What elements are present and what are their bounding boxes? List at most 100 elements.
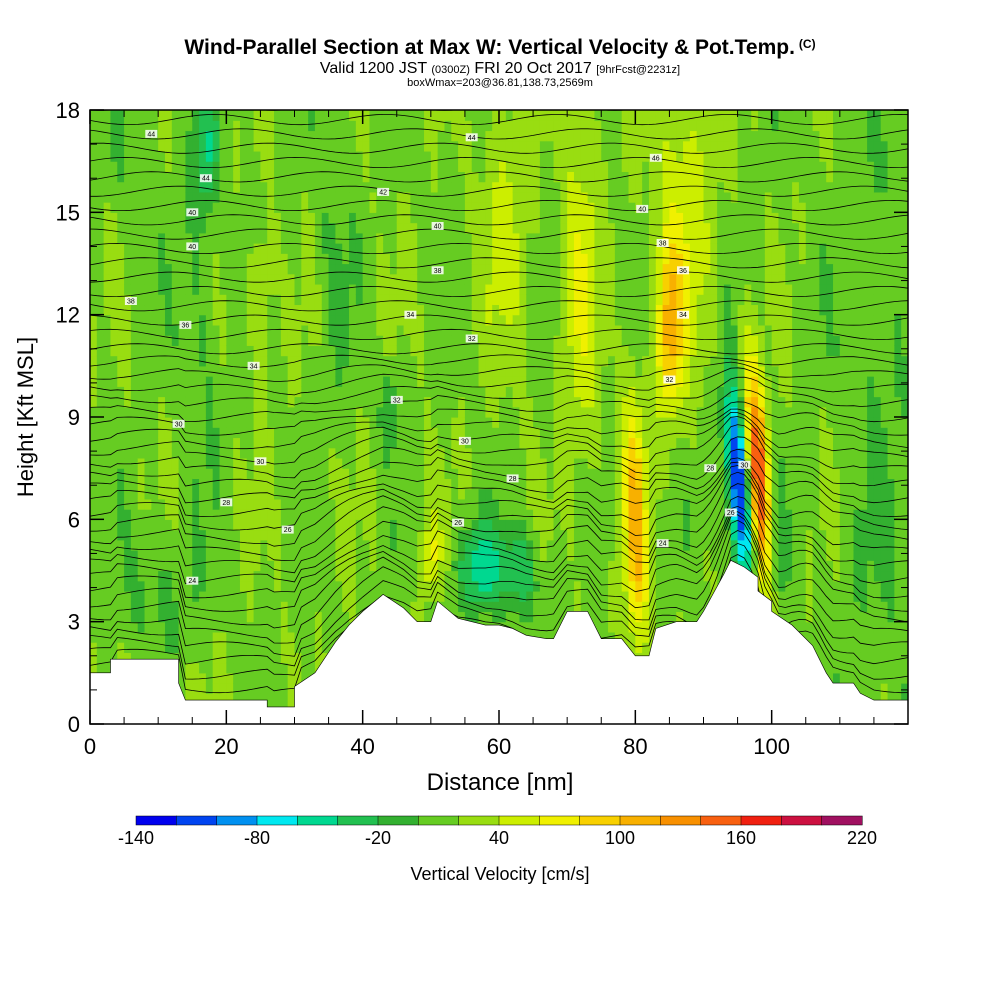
velocity-cell	[253, 283, 262, 295]
velocity-cell	[539, 539, 548, 551]
velocity-cell	[628, 386, 636, 398]
velocity-cell	[464, 243, 473, 254]
velocity-cell	[90, 304, 98, 316]
velocity-cell	[430, 243, 439, 254]
velocity-cell	[464, 611, 473, 623]
velocity-cell	[199, 683, 207, 694]
velocity-cell	[226, 539, 234, 551]
velocity-cell	[601, 376, 609, 387]
velocity-cell	[124, 447, 132, 459]
velocity-cell	[280, 570, 289, 582]
velocity-cell	[137, 294, 146, 306]
velocity-cell	[294, 130, 302, 142]
velocity-cell	[124, 539, 132, 551]
velocity-cell	[526, 396, 534, 408]
velocity-cell	[308, 314, 316, 326]
velocity-cell	[580, 447, 589, 459]
velocity-cell	[90, 314, 98, 326]
velocity-cell	[321, 171, 330, 183]
velocity-cell	[185, 621, 193, 633]
velocity-cell	[96, 386, 105, 398]
velocity-cell	[492, 417, 500, 428]
velocity-cell	[628, 498, 636, 510]
velocity-cell	[185, 150, 193, 162]
velocity-cell	[192, 283, 200, 295]
velocity-cell	[328, 161, 336, 172]
velocity-cell	[267, 580, 275, 592]
velocity-cell	[151, 550, 159, 561]
velocity-cell	[437, 345, 446, 357]
velocity-cell	[280, 212, 289, 224]
velocity-cell	[260, 529, 268, 541]
velocity-cell	[499, 427, 507, 439]
velocity-cell	[580, 314, 589, 326]
velocity-cell	[164, 550, 173, 561]
velocity-cell	[594, 437, 602, 449]
velocity-cell	[614, 304, 623, 316]
velocity-cell	[287, 335, 296, 346]
velocity-cell	[280, 304, 289, 316]
velocity-cell	[628, 150, 636, 162]
velocity-cell	[587, 222, 596, 234]
velocity-cell	[478, 273, 486, 285]
velocity-cell	[205, 406, 214, 418]
velocity-cell	[178, 672, 187, 684]
velocity-cell	[212, 468, 221, 479]
velocity-cell	[362, 478, 371, 490]
velocity-cell	[437, 580, 446, 592]
velocity-cell	[485, 304, 493, 316]
velocity-cell	[301, 263, 309, 275]
velocity-cell	[594, 304, 602, 316]
velocity-cell	[280, 386, 289, 398]
velocity-cell	[424, 590, 432, 602]
velocity-cell	[383, 324, 391, 336]
velocity-cell	[567, 417, 575, 428]
velocity-cell	[301, 539, 309, 551]
velocity-cell	[226, 570, 234, 582]
velocity-cell	[628, 529, 636, 541]
velocity-cell	[471, 478, 480, 490]
velocity-cell	[96, 560, 105, 572]
velocity-cell	[580, 243, 589, 254]
velocity-cell	[219, 161, 227, 172]
velocity-cell	[580, 345, 589, 357]
velocity-cell	[492, 222, 500, 234]
velocity-cell	[171, 652, 180, 664]
velocity-cell	[124, 570, 132, 582]
velocity-cell	[499, 314, 507, 326]
velocity-cell	[389, 140, 398, 152]
velocity-cell	[519, 427, 527, 439]
velocity-cell	[492, 509, 500, 520]
velocity-cell	[485, 253, 493, 265]
velocity-cell	[396, 181, 405, 193]
velocity-cell	[403, 202, 411, 213]
velocity-cell	[546, 355, 555, 367]
velocity-cell	[539, 529, 548, 541]
velocity-cell	[246, 509, 255, 520]
velocity-cell	[103, 611, 112, 623]
velocity-cell	[628, 437, 636, 449]
velocity-cell	[621, 621, 630, 633]
velocity-cell	[287, 161, 296, 172]
velocity-cell	[280, 202, 289, 213]
velocity-cell	[628, 519, 636, 531]
velocity-cell	[635, 283, 643, 295]
velocity-cell	[260, 693, 268, 705]
velocity-cell	[144, 345, 152, 357]
velocity-cell	[628, 335, 636, 346]
velocity-cell	[192, 560, 200, 572]
velocity-cell	[253, 243, 262, 254]
velocity-cell	[90, 365, 98, 377]
velocity-cell	[253, 150, 262, 162]
velocity-cell	[403, 120, 411, 132]
velocity-cell	[389, 417, 398, 428]
velocity-cell	[171, 161, 180, 172]
velocity-cell	[369, 181, 377, 193]
velocity-cell	[233, 683, 241, 694]
velocity-cell	[430, 110, 439, 121]
velocity-cell	[580, 519, 589, 531]
velocity-cell	[505, 263, 514, 275]
velocity-cell	[96, 283, 105, 295]
velocity-cell	[342, 365, 350, 377]
velocity-cell	[485, 345, 493, 357]
